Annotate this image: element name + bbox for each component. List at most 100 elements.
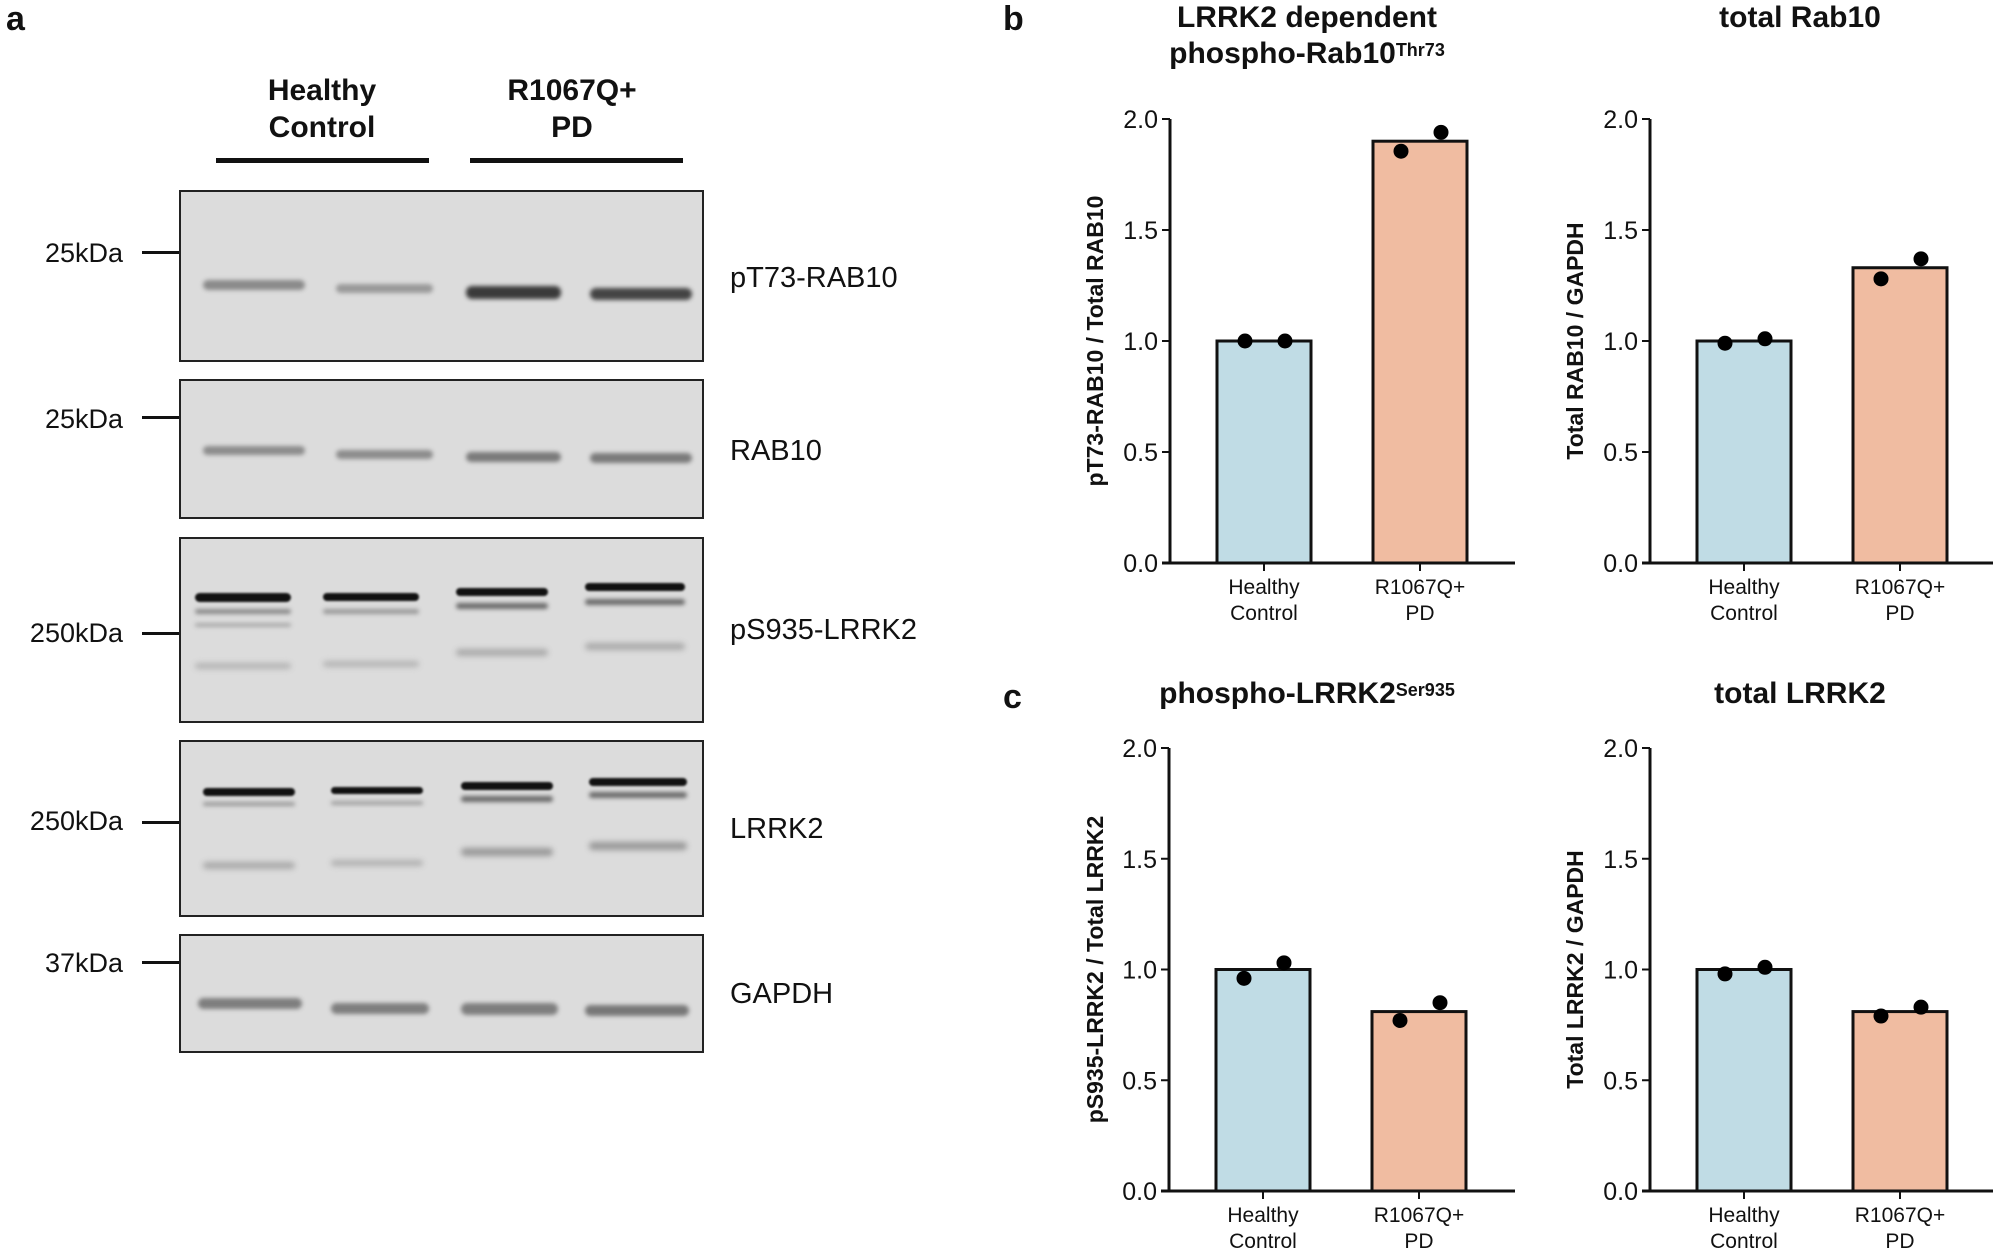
data-point bbox=[1392, 1012, 1408, 1028]
y-tick-label: 0.0 bbox=[1603, 550, 1638, 578]
x-tick-label: Healthy bbox=[1708, 1204, 1780, 1227]
mw-marker-label: 250kDa bbox=[29, 806, 123, 836]
y-tick-label: 0.0 bbox=[1122, 1178, 1157, 1206]
y-axis-label: Total LRRK2 / GAPDH bbox=[1562, 850, 1588, 1089]
blot-name: GAPDH bbox=[730, 978, 834, 1010]
y-tick-label: 2.0 bbox=[1603, 735, 1638, 763]
blot-ps935-lrrk2 bbox=[179, 537, 704, 723]
band bbox=[585, 643, 685, 650]
group-label-line: PD bbox=[551, 111, 593, 144]
chart-title-text: phospho-LRRK2 bbox=[1159, 677, 1396, 710]
data-point bbox=[1393, 143, 1409, 159]
band bbox=[203, 280, 305, 290]
data-point bbox=[1433, 124, 1449, 140]
band bbox=[331, 787, 423, 794]
blot-pt73-rab10 bbox=[179, 190, 704, 362]
y-axis-label: pT73-RAB10 / Total RAB10 bbox=[1082, 196, 1108, 487]
chart-title-total-lrrk2: total LRRK2 bbox=[1630, 676, 1970, 712]
group-label-pd: R1067Q+ PD bbox=[442, 72, 702, 146]
band bbox=[203, 446, 305, 455]
chart-title-line: phospho-LRRK2Ser935 bbox=[1117, 676, 1497, 712]
chart-title-line: total Rab10 bbox=[1719, 1, 1881, 34]
x-tick-label: PD bbox=[1405, 602, 1434, 625]
x-tick-label: Healthy bbox=[1228, 576, 1300, 599]
x-tick-label: Control bbox=[1710, 1230, 1778, 1253]
y-tick-label: 0.0 bbox=[1603, 1178, 1638, 1206]
band bbox=[456, 649, 548, 656]
x-tick-label: Control bbox=[1230, 602, 1298, 625]
data-point bbox=[1237, 333, 1253, 349]
y-tick-label: 1.0 bbox=[1123, 328, 1158, 356]
band bbox=[589, 792, 687, 798]
panel-label-a: a bbox=[6, 0, 25, 38]
x-tick-label: Healthy bbox=[1708, 576, 1780, 599]
y-tick-label: 2.0 bbox=[1122, 735, 1157, 763]
band bbox=[195, 663, 291, 669]
band bbox=[456, 603, 548, 609]
band bbox=[590, 453, 692, 463]
chart-title-total-rab10: total Rab10 bbox=[1630, 0, 1970, 36]
data-point bbox=[1276, 955, 1292, 971]
x-tick-label: PD bbox=[1404, 1230, 1433, 1253]
panel-label-c: c bbox=[1003, 678, 1022, 716]
blot-name: RAB10 bbox=[730, 435, 822, 467]
band bbox=[203, 788, 295, 796]
mw-marker-tick bbox=[142, 961, 180, 964]
panel-label-b: b bbox=[1003, 0, 1024, 38]
y-tick-label: 0.5 bbox=[1123, 439, 1158, 467]
data-point bbox=[1717, 966, 1733, 982]
x-tick-label: PD bbox=[1885, 1230, 1914, 1253]
x-tick-label: R1067Q+ bbox=[1375, 576, 1465, 599]
data-point bbox=[1277, 333, 1293, 349]
bar-r1067q-pd bbox=[1371, 139, 1469, 565]
bar-healthy-control bbox=[1695, 968, 1793, 1193]
y-tick-label: 1.5 bbox=[1603, 846, 1638, 874]
data-point bbox=[1913, 251, 1929, 267]
band bbox=[323, 593, 419, 601]
band bbox=[195, 593, 291, 602]
blot-gapdh bbox=[179, 934, 704, 1053]
y-tick-label: 0.5 bbox=[1603, 1067, 1638, 1095]
x-tick-label: R1067Q+ bbox=[1855, 1204, 1945, 1227]
band bbox=[198, 998, 302, 1009]
y-tick-label: 1.0 bbox=[1603, 328, 1638, 356]
band bbox=[589, 842, 687, 850]
chart-title-line: LRRK2 dependent bbox=[1176, 1, 1437, 34]
group-label-line: Control bbox=[268, 111, 376, 144]
blot-rab10 bbox=[179, 379, 704, 519]
chart-title-line: phospho-Rab10Thr73 bbox=[1117, 36, 1497, 72]
group-label-healthy-control: Healthy Control bbox=[192, 72, 452, 146]
band bbox=[461, 782, 553, 790]
band bbox=[461, 848, 553, 856]
chart-title-superscript: Ser935 bbox=[1395, 680, 1455, 700]
bar-r1067q-pd bbox=[1851, 266, 1949, 565]
y-tick-label: 1.5 bbox=[1123, 217, 1158, 245]
x-tick-label: Control bbox=[1710, 602, 1778, 625]
band bbox=[203, 802, 295, 806]
mw-marker-tick bbox=[142, 416, 180, 419]
band bbox=[461, 796, 553, 802]
band bbox=[336, 450, 433, 459]
band bbox=[336, 284, 433, 293]
data-point bbox=[1717, 335, 1733, 351]
blot-name: pT73-RAB10 bbox=[730, 262, 898, 294]
band bbox=[331, 860, 423, 866]
x-tick-label: Healthy bbox=[1227, 1204, 1299, 1227]
band bbox=[331, 1003, 429, 1014]
bar-healthy-control bbox=[1215, 339, 1313, 565]
mw-marker-label: 37kDa bbox=[44, 948, 123, 978]
blot-lrrk2 bbox=[179, 740, 704, 917]
blot-name: pS935-LRRK2 bbox=[730, 614, 917, 646]
y-tick-label: 2.0 bbox=[1603, 106, 1638, 134]
bar-r1067q-pd bbox=[1851, 1010, 1949, 1193]
band bbox=[590, 288, 692, 300]
band bbox=[585, 599, 685, 605]
band bbox=[203, 862, 295, 869]
y-tick-label: 0.5 bbox=[1122, 1067, 1157, 1095]
mw-marker-label: 250kDa bbox=[29, 618, 123, 648]
y-tick-label: 1.0 bbox=[1603, 957, 1638, 985]
chart-title-line: total LRRK2 bbox=[1714, 677, 1886, 710]
data-point bbox=[1757, 959, 1773, 975]
bar-healthy-control bbox=[1214, 968, 1312, 1193]
